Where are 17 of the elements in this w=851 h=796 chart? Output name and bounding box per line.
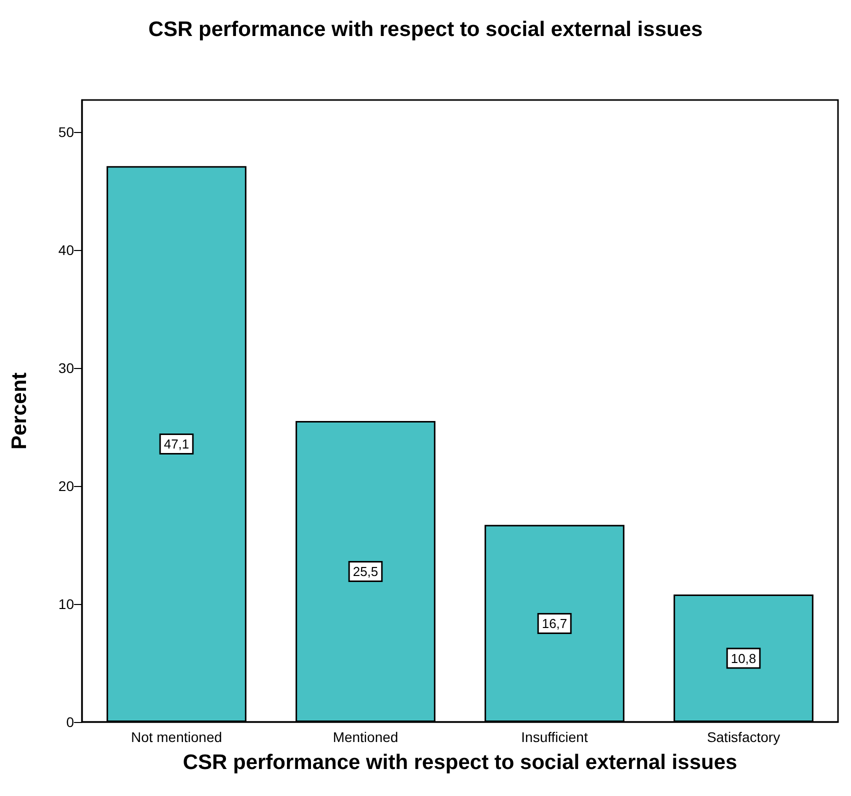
- y-tick-label: 40: [58, 242, 74, 258]
- y-tick-label: 30: [58, 360, 74, 376]
- y-tick-label: 10: [58, 596, 74, 612]
- y-axis-title: Percent: [8, 372, 31, 450]
- x-axis-title: CSR performance with respect to social external issues: [182, 751, 738, 774]
- data-label: 16,7: [542, 616, 568, 631]
- x-tick-label: Not mentioned: [130, 729, 222, 745]
- x-tick-label: Mentioned: [332, 729, 398, 745]
- chart-title: CSR performance with respect to social external issues: [148, 18, 703, 41]
- y-tick-label: 0: [66, 714, 74, 730]
- x-tick-label: Insufficient: [521, 729, 588, 745]
- x-tick-label: Satisfactory: [706, 729, 780, 745]
- data-label: 47,1: [164, 436, 190, 452]
- y-tick-label: 50: [58, 124, 74, 140]
- data-label: 10,8: [730, 650, 756, 666]
- y-tick-label: 20: [58, 478, 74, 494]
- data-label: 25,5: [352, 564, 378, 580]
